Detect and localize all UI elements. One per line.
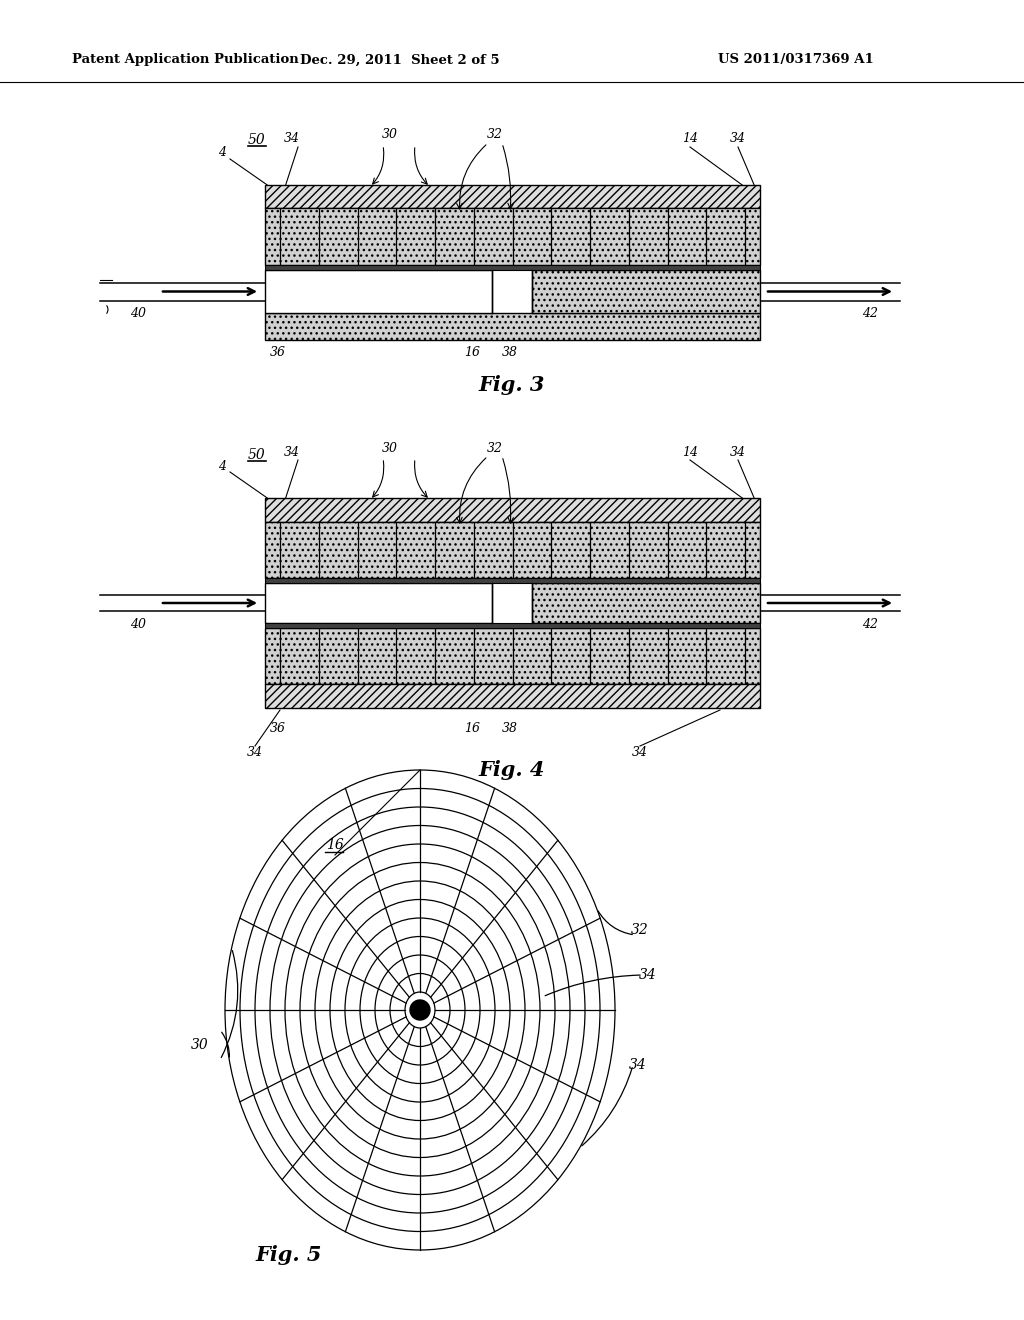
Text: 50: 50 — [248, 133, 266, 147]
Polygon shape — [265, 313, 760, 341]
Text: 34: 34 — [629, 1059, 647, 1072]
Text: 34: 34 — [284, 132, 300, 145]
Text: 32: 32 — [631, 923, 649, 937]
Text: 14: 14 — [682, 446, 698, 458]
Polygon shape — [265, 578, 760, 583]
Polygon shape — [265, 209, 760, 265]
Text: 40: 40 — [130, 619, 146, 631]
Polygon shape — [532, 583, 760, 623]
Polygon shape — [532, 271, 760, 313]
Polygon shape — [265, 265, 760, 271]
Text: 42: 42 — [862, 619, 878, 631]
Text: 16: 16 — [464, 722, 480, 734]
Polygon shape — [265, 628, 760, 684]
Text: 34: 34 — [284, 446, 300, 458]
Text: 14: 14 — [682, 132, 698, 145]
Text: 32: 32 — [487, 441, 503, 454]
Polygon shape — [265, 684, 760, 708]
Text: 4: 4 — [218, 147, 226, 160]
Text: 34: 34 — [730, 446, 746, 458]
Polygon shape — [265, 521, 760, 578]
Polygon shape — [265, 583, 492, 623]
Text: 30: 30 — [191, 1038, 209, 1052]
Text: 30: 30 — [382, 441, 398, 454]
Polygon shape — [265, 271, 492, 313]
Text: 42: 42 — [862, 308, 878, 319]
Text: Patent Application Publication: Patent Application Publication — [72, 54, 299, 66]
Text: 32: 32 — [487, 128, 503, 141]
Text: 34: 34 — [632, 747, 648, 759]
Text: 50: 50 — [248, 447, 266, 462]
Text: 34: 34 — [639, 968, 656, 982]
Text: 34: 34 — [247, 747, 263, 759]
Text: 36: 36 — [270, 346, 286, 359]
Polygon shape — [265, 623, 760, 628]
Text: US 2011/0317369 A1: US 2011/0317369 A1 — [718, 54, 873, 66]
Text: Dec. 29, 2011  Sheet 2 of 5: Dec. 29, 2011 Sheet 2 of 5 — [300, 54, 500, 66]
Text: 30: 30 — [382, 128, 398, 141]
Text: 34: 34 — [730, 132, 746, 145]
Text: 38: 38 — [502, 722, 518, 734]
Text: Fig. 4: Fig. 4 — [479, 760, 545, 780]
Text: 16: 16 — [326, 838, 344, 851]
Text: 4: 4 — [218, 459, 226, 473]
Text: Fig. 3: Fig. 3 — [479, 375, 545, 395]
Circle shape — [410, 1001, 430, 1020]
Text: 38: 38 — [502, 346, 518, 359]
Polygon shape — [265, 185, 760, 209]
Text: 40: 40 — [130, 308, 146, 319]
Text: 16: 16 — [464, 346, 480, 359]
Text: Fig. 5: Fig. 5 — [255, 1245, 322, 1265]
Polygon shape — [265, 498, 760, 521]
Text: 36: 36 — [270, 722, 286, 734]
